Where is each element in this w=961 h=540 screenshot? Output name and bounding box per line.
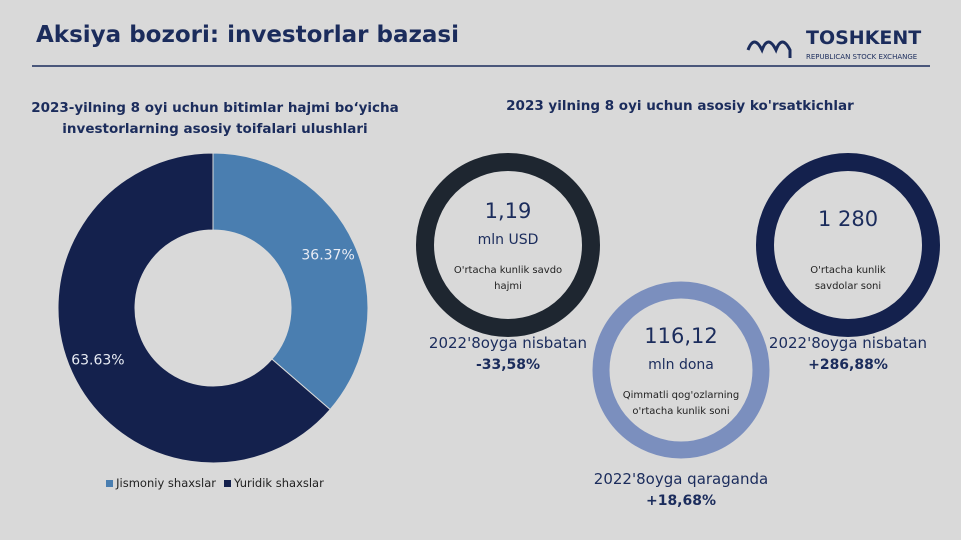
legend-swatch <box>106 480 114 487</box>
kpi-change: -33,58% <box>475 357 541 373</box>
kpi-unit: mln USD <box>477 232 539 248</box>
kpi-change: +286,88% <box>808 357 888 373</box>
logo-icon <box>746 40 792 58</box>
kpi-caption: O'rtacha kunlik savdo hajmi <box>453 265 563 292</box>
logo-sub: REPUBLICAN STOCK EXCHANGE <box>806 53 918 61</box>
chart-title: 2023-yilning 8 oyi uchun bitimlar hajmi … <box>31 100 399 137</box>
indicators-title: 2023 yilning 8 oyi uchun asosiy ko'rsatk… <box>506 98 854 114</box>
donut-segment <box>212 152 369 411</box>
legend: Jismoniy shaxslar Yuridik shaxslar <box>60 476 370 490</box>
legend-label: Yuridik shaxslar <box>234 476 324 490</box>
donut-segment <box>57 152 331 464</box>
logo-name: TOSHKENT <box>806 27 922 49</box>
kpi-change: +18,68% <box>645 493 717 509</box>
data-label: 63.63% <box>71 353 124 369</box>
kpi-value: 116,12 <box>644 324 718 348</box>
legend-swatch <box>224 480 232 487</box>
kpi-caption: Qimmatli qog'ozlarning o'rtacha kunlik s… <box>622 390 740 417</box>
kpi-value: 1 280 <box>817 207 879 231</box>
kpi-caption: O'rtacha kunlik savdolar soni <box>810 265 886 292</box>
kpi-ring <box>756 153 940 337</box>
kpi-comparison: 2022'8oyga nisbatan <box>428 334 588 352</box>
kpi-comparison: 2022'8oyga qaraganda <box>593 470 769 488</box>
legend-label: Jismoniy shaxslar <box>116 476 217 490</box>
kpi-ring <box>592 281 770 459</box>
kpi-comparison: 2022'8oyga nisbatan <box>768 334 928 352</box>
kpi-unit: mln dona <box>648 357 714 373</box>
data-label: 36.37% <box>301 247 354 263</box>
kpi-ring <box>416 153 600 337</box>
page-title: Aksiya bozori: investorlar bazasi <box>36 22 459 48</box>
kpi-value: 1,19 <box>484 199 532 223</box>
